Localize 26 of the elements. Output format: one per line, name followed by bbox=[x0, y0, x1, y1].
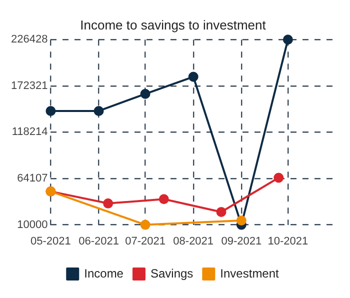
point bbox=[274, 172, 284, 183]
point bbox=[236, 216, 246, 226]
x-tick-label: 05-2021 bbox=[30, 235, 71, 248]
point bbox=[103, 198, 114, 208]
y-tick-label: 10000 bbox=[17, 218, 48, 231]
x-tick-label: 07-2021 bbox=[125, 235, 166, 248]
y-tick-label: 226428 bbox=[10, 34, 48, 46]
point bbox=[140, 88, 150, 99]
legend-label: Income bbox=[84, 266, 124, 280]
point bbox=[158, 194, 169, 204]
point bbox=[94, 106, 104, 116]
point bbox=[46, 106, 56, 116]
x-tick-label: 09-2021 bbox=[221, 235, 262, 248]
point bbox=[140, 220, 150, 230]
y-tick-label: 172321 bbox=[10, 80, 48, 92]
x-tick-label: 08-2021 bbox=[173, 235, 214, 248]
x-tick-label: 10-2021 bbox=[268, 235, 308, 248]
point bbox=[188, 72, 198, 82]
y-tick-label: 118214 bbox=[12, 126, 48, 138]
x-tick-label: 06-2021 bbox=[78, 235, 119, 248]
y-tick-label: 64107 bbox=[17, 172, 48, 185]
point bbox=[282, 34, 293, 45]
chart-title: Income to savings to investment bbox=[80, 17, 266, 32]
legend-label: Investment bbox=[220, 266, 280, 280]
point bbox=[216, 206, 226, 217]
legend-label: Savings bbox=[150, 266, 194, 280]
